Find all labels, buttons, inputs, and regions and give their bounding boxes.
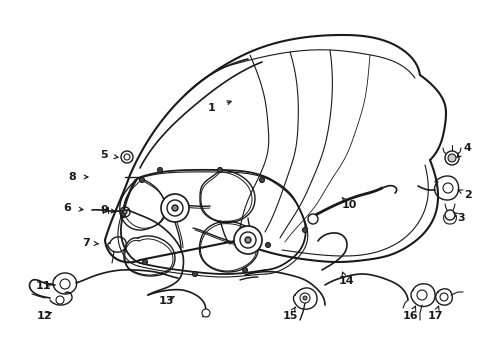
Text: 11: 11 xyxy=(35,281,51,291)
Circle shape xyxy=(416,290,426,300)
Circle shape xyxy=(172,205,178,211)
Text: 2: 2 xyxy=(463,190,471,200)
Circle shape xyxy=(234,226,262,254)
Circle shape xyxy=(444,151,458,165)
Circle shape xyxy=(167,200,183,216)
Text: 12: 12 xyxy=(36,311,52,321)
Circle shape xyxy=(202,309,209,317)
Circle shape xyxy=(157,167,162,172)
Circle shape xyxy=(244,237,250,243)
Text: 16: 16 xyxy=(403,311,418,321)
Text: 10: 10 xyxy=(341,200,356,210)
Circle shape xyxy=(161,194,189,222)
Circle shape xyxy=(439,293,447,301)
Circle shape xyxy=(299,293,309,303)
Circle shape xyxy=(444,210,454,220)
Circle shape xyxy=(265,243,270,248)
Text: 15: 15 xyxy=(282,311,297,321)
Circle shape xyxy=(56,296,64,304)
Circle shape xyxy=(242,267,247,273)
Circle shape xyxy=(139,177,144,183)
Circle shape xyxy=(259,177,264,183)
Text: 4: 4 xyxy=(462,143,470,153)
Text: 9: 9 xyxy=(100,205,108,215)
Text: 13: 13 xyxy=(158,296,173,306)
Circle shape xyxy=(124,154,130,160)
Circle shape xyxy=(240,232,256,248)
Text: 7: 7 xyxy=(82,238,90,248)
Text: 5: 5 xyxy=(100,150,107,160)
Circle shape xyxy=(447,154,455,162)
Circle shape xyxy=(217,167,222,172)
Text: 8: 8 xyxy=(68,172,76,182)
Circle shape xyxy=(303,296,306,300)
Circle shape xyxy=(442,183,452,193)
Circle shape xyxy=(123,210,127,214)
Circle shape xyxy=(302,228,307,233)
Circle shape xyxy=(142,260,147,265)
Circle shape xyxy=(120,212,125,217)
Circle shape xyxy=(121,151,133,163)
Circle shape xyxy=(307,214,317,224)
Text: 3: 3 xyxy=(456,213,464,223)
Text: 14: 14 xyxy=(338,276,353,286)
Text: 1: 1 xyxy=(208,103,215,113)
Circle shape xyxy=(60,279,70,289)
Text: 6: 6 xyxy=(63,203,71,213)
Text: 17: 17 xyxy=(427,311,442,321)
Circle shape xyxy=(192,271,197,276)
